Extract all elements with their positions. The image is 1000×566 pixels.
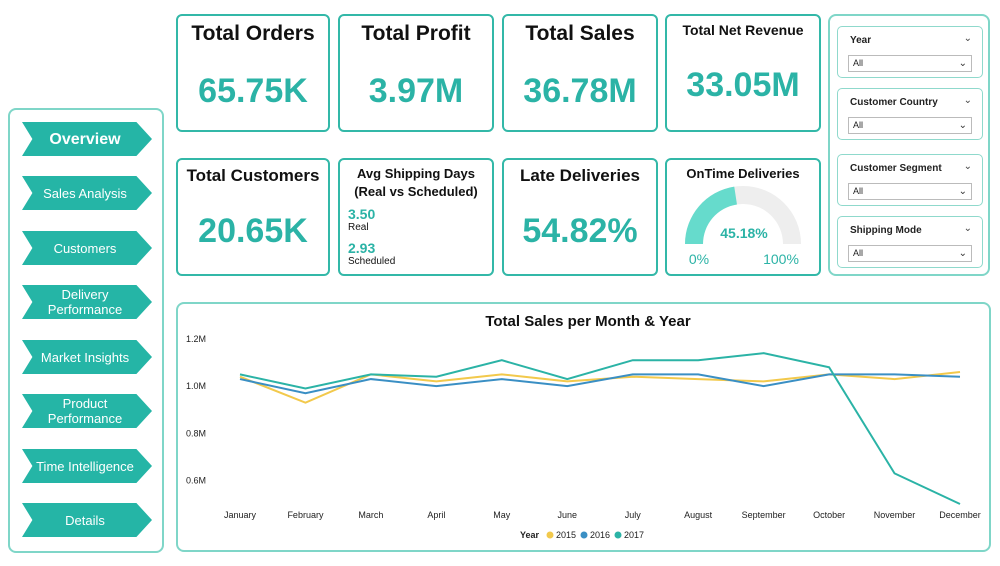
- total-sales-card: Total Sales 36.78M: [502, 14, 658, 132]
- gauge-min-label: 0%: [689, 251, 709, 267]
- total-net-revenue-title: Total Net Revenue: [682, 22, 804, 38]
- x-tick-label: September: [742, 510, 786, 520]
- avg-shipping-title-line1: Avg Shipping Days: [357, 166, 475, 181]
- legend-label-2017: 2017: [624, 530, 644, 540]
- total-profit-title: Total Profit: [361, 22, 471, 45]
- nav-panel: Overview Sales Analysis Customers Delive…: [8, 108, 164, 553]
- avg-shipping-real-label: Real: [348, 222, 369, 233]
- dropdown-arrow-icon: ⌄: [958, 248, 967, 259]
- nav-delivery-performance-button[interactable]: Delivery Performance: [22, 285, 152, 319]
- total-customers-card: Total Customers 20.65K: [176, 158, 330, 276]
- filter-customer-segment-value: All: [853, 186, 864, 196]
- late-deliveries-value: 54.82%: [522, 212, 638, 250]
- y-tick-label: 0.6M: [186, 475, 206, 485]
- filter-shipping-mode-value: All: [853, 248, 864, 258]
- nav-sales-analysis-button[interactable]: Sales Analysis: [22, 176, 152, 210]
- chevron-down-icon[interactable]: ⌄: [963, 95, 972, 106]
- total-profit-value: 3.97M: [368, 72, 464, 110]
- nav-market-insights-button[interactable]: Market Insights: [22, 340, 152, 374]
- x-tick-label: October: [813, 510, 845, 520]
- gauge-fill-arc: [685, 186, 737, 244]
- filter-customer-segment-label: Customer Segment: [850, 163, 942, 174]
- filter-customer-country-value: All: [853, 120, 864, 130]
- x-tick-label: March: [358, 510, 383, 520]
- legend-title: Year: [520, 530, 540, 540]
- x-tick-label: June: [558, 510, 578, 520]
- total-sales-title: Total Sales: [525, 22, 635, 45]
- x-tick-label: January: [224, 510, 257, 520]
- y-tick-label: 1.2M: [186, 334, 206, 344]
- filter-customer-country-label: Customer Country: [850, 97, 938, 108]
- avg-shipping-title-line2: (Real vs Scheduled): [354, 184, 478, 199]
- y-tick-label: 0.8M: [186, 428, 206, 438]
- total-orders-value: 65.75K: [198, 72, 308, 110]
- filter-shipping-mode-select[interactable]: All ⌄: [848, 245, 972, 262]
- legend-label-2015: 2015: [556, 530, 576, 540]
- legend-marker-2017: [614, 531, 622, 539]
- avg-shipping-real-value: 3.50: [348, 206, 376, 222]
- total-net-revenue-card: Total Net Revenue 33.05M: [665, 14, 821, 132]
- ontime-deliveries-card: OnTime Deliveries 45.18% 0% 100%: [665, 158, 821, 276]
- dropdown-arrow-icon: ⌄: [958, 186, 967, 197]
- avg-shipping-days-card: Avg Shipping Days (Real vs Scheduled) 3.…: [338, 158, 494, 276]
- filter-year-value: All: [853, 58, 864, 68]
- legend-marker-2015: [546, 531, 554, 539]
- dropdown-arrow-icon: ⌄: [958, 58, 967, 69]
- x-tick-label: December: [939, 510, 981, 520]
- nav-product-performance-button[interactable]: Product Performance: [22, 394, 152, 428]
- x-tick-label: August: [684, 510, 713, 520]
- ontime-deliveries-title: OnTime Deliveries: [686, 166, 800, 181]
- avg-shipping-scheduled-value: 2.93: [348, 240, 376, 256]
- legend-label-2016: 2016: [590, 530, 610, 540]
- filter-customer-segment: Customer Segment ⌄ All ⌄: [837, 154, 983, 206]
- total-orders-title: Total Orders: [191, 22, 315, 45]
- late-deliveries-card: Late Deliveries 54.82%: [502, 158, 658, 276]
- total-customers-value: 20.65K: [198, 212, 308, 250]
- filter-year: Year ⌄ All ⌄: [837, 26, 983, 78]
- filter-year-label: Year: [850, 35, 872, 46]
- total-net-revenue-value: 33.05M: [686, 66, 800, 104]
- chart-title: Total Sales per Month & Year: [485, 313, 690, 330]
- series-line-2015: [239, 371, 961, 404]
- total-profit-card: Total Profit 3.97M: [338, 14, 494, 132]
- filter-customer-country-select[interactable]: All ⌄: [848, 117, 972, 134]
- x-tick-label: May: [493, 510, 511, 520]
- late-deliveries-title: Late Deliveries: [519, 166, 640, 185]
- nav-details-button[interactable]: Details: [22, 503, 152, 537]
- gauge-max-label: 100%: [763, 251, 799, 267]
- series-line-2017: [239, 352, 961, 505]
- y-tick-label: 1.0M: [186, 381, 206, 391]
- filter-panel: Year ⌄ All ⌄ Customer Country ⌄ All ⌄ Cust…: [828, 14, 990, 276]
- total-customers-title: Total Customers: [186, 166, 320, 185]
- dropdown-arrow-icon: ⌄: [958, 120, 967, 131]
- legend-marker-2016: [580, 531, 588, 539]
- ontime-gauge: 45.18% 0% 100%: [685, 186, 801, 267]
- chevron-down-icon[interactable]: ⌄: [963, 33, 972, 44]
- avg-shipping-scheduled-label: Scheduled: [348, 256, 396, 267]
- x-tick-label: February: [287, 510, 324, 520]
- nav-overview-button[interactable]: Overview: [22, 122, 152, 156]
- x-tick-label: November: [874, 510, 916, 520]
- series-line-2016: [239, 373, 961, 395]
- sales-line-chart: Total Sales per Month & Year 1.2M 1.0M 0.8…: [186, 313, 981, 540]
- x-tick-label: April: [427, 510, 445, 520]
- filter-customer-segment-select[interactable]: All ⌄: [848, 183, 972, 200]
- x-tick-label: July: [625, 510, 642, 520]
- sales-chart-panel: Total Sales per Month & Year 1.2M 1.0M 0.8…: [176, 302, 991, 552]
- ontime-deliveries-value: 45.18%: [720, 225, 768, 241]
- total-sales-value: 36.78M: [523, 72, 637, 110]
- chevron-down-icon[interactable]: ⌄: [963, 161, 972, 172]
- nav-time-intelligence-button[interactable]: Time Intelligence: [22, 449, 152, 483]
- nav-customers-button[interactable]: Customers: [22, 231, 152, 265]
- filter-year-select[interactable]: All ⌄: [848, 55, 972, 72]
- filter-shipping-mode: Shipping Mode ⌄ All ⌄: [837, 216, 983, 268]
- total-orders-card: Total Orders 65.75K: [176, 14, 330, 132]
- chevron-down-icon[interactable]: ⌄: [963, 223, 972, 234]
- filter-shipping-mode-label: Shipping Mode: [850, 225, 922, 236]
- filter-customer-country: Customer Country ⌄ All ⌄: [837, 88, 983, 140]
